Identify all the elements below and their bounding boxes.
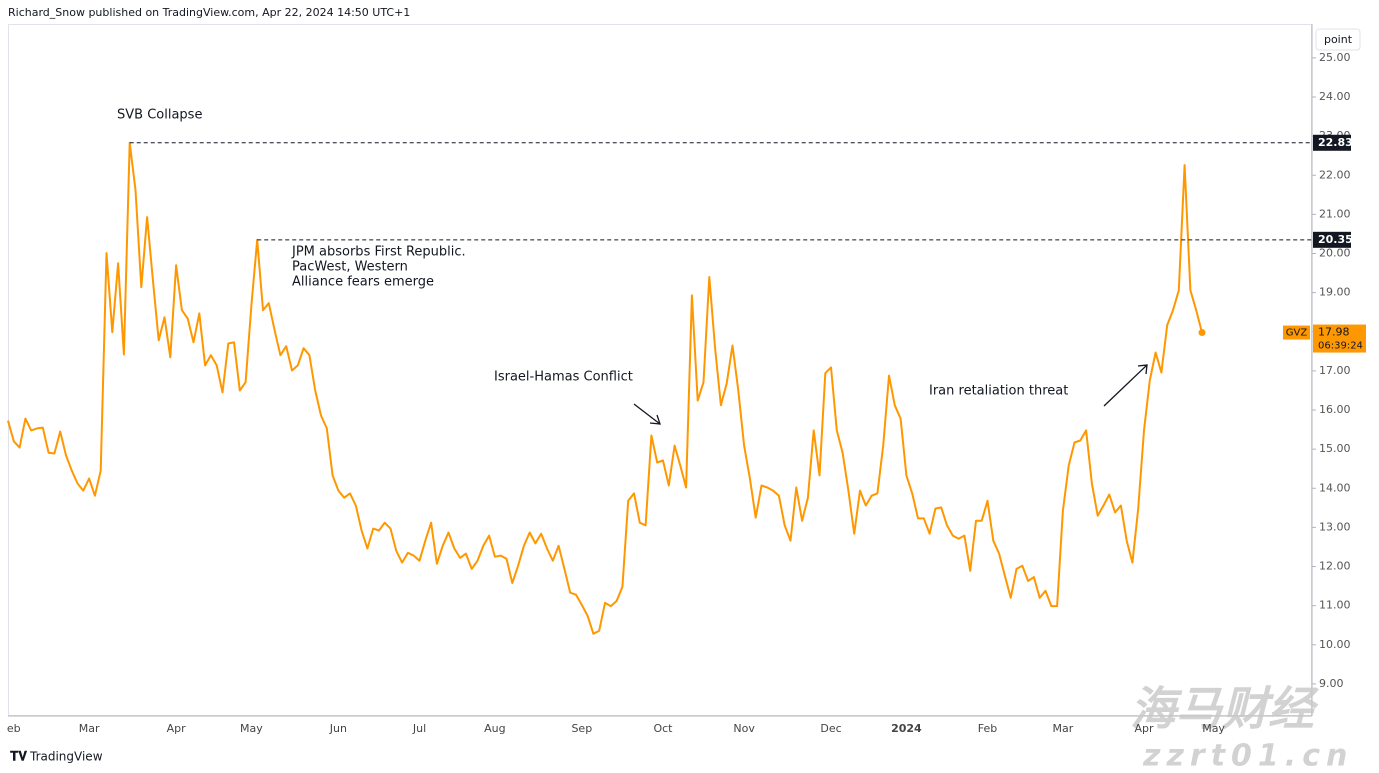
- y-tick-label: 15.00: [1319, 442, 1351, 455]
- annotation-arrow-head: [649, 414, 661, 425]
- y-tick-label: 11.00: [1319, 599, 1351, 612]
- reference-label: 22.83: [1318, 136, 1353, 149]
- annotation: Israel-Hamas Conflict: [494, 370, 633, 385]
- x-tick-label: Sep: [571, 722, 592, 735]
- x-tick-label: eb: [7, 722, 21, 735]
- x-tick-label: May: [1202, 722, 1225, 735]
- scale-button-label[interactable]: point: [1324, 33, 1353, 46]
- annotation: PacWest, Western: [292, 260, 408, 275]
- last-value-box: [1313, 324, 1366, 353]
- y-tick-label: 9.00: [1319, 677, 1344, 690]
- byline: Richard_Snow published on TradingView.co…: [8, 6, 410, 19]
- footer-logo: TradingView: [29, 750, 103, 764]
- x-tick-label: May: [240, 722, 263, 735]
- x-tick-label: Oct: [653, 722, 673, 735]
- x-tick-label: Apr: [167, 722, 187, 735]
- x-tick-label: Feb: [978, 722, 997, 735]
- y-tick-label: 22.00: [1319, 168, 1351, 181]
- y-tick-label: 16.00: [1319, 403, 1351, 416]
- x-tick-label: Dec: [820, 722, 841, 735]
- y-tick-label: 21.00: [1319, 207, 1351, 220]
- y-tick-label: 14.00: [1319, 481, 1351, 494]
- watermark: 海马财经: [1130, 682, 1319, 736]
- y-tick-label: 17.00: [1319, 364, 1351, 377]
- y-tick-label: 25.00: [1319, 51, 1351, 64]
- x-tick-label: Jul: [412, 722, 426, 735]
- series-name: GVZ: [1286, 328, 1308, 339]
- x-tick-label: Mar: [79, 722, 100, 735]
- last-value: 17.98: [1318, 326, 1350, 339]
- reference-label-box: [1313, 231, 1351, 248]
- annotation-arrow: [633, 403, 661, 425]
- y-tick-label: 13.00: [1319, 520, 1351, 533]
- x-tick-label: Jun: [329, 722, 347, 735]
- annotation-arrow-head: [1137, 364, 1148, 375]
- x-tick-label: Apr: [1135, 722, 1155, 735]
- y-tick-label: 12.00: [1319, 560, 1351, 573]
- x-tick-label: Mar: [1053, 722, 1074, 735]
- x-tick-label: Aug: [484, 722, 505, 735]
- annotation: Iran retaliation threat: [929, 384, 1068, 399]
- price-line: [7, 141, 1203, 635]
- reference-label: 20.35: [1318, 233, 1353, 246]
- countdown: 06:39:24: [1318, 341, 1363, 352]
- annotation: JPM absorbs First Republic.: [291, 245, 466, 260]
- y-tick-label: 19.00: [1319, 286, 1351, 299]
- x-tick-label: Nov: [733, 722, 755, 735]
- annotation: SVB Collapse: [117, 108, 202, 123]
- footer-logo-icon: 𝐓𝐕: [10, 750, 27, 765]
- y-tick-label: 10.00: [1319, 638, 1351, 651]
- annotation: Alliance fears emerge: [292, 275, 434, 290]
- x-tick-label: 2024: [891, 722, 922, 735]
- annotation-arrow: [1103, 364, 1148, 407]
- scale-button[interactable]: [1315, 28, 1361, 51]
- watermark: zzrt01.cn: [1142, 739, 1353, 773]
- last-point: [1198, 329, 1206, 337]
- reference-label-box: [1313, 134, 1351, 151]
- series-name-box: [1283, 325, 1310, 340]
- y-tick-label: 20.00: [1319, 247, 1351, 260]
- y-tick-label: 24.00: [1319, 90, 1351, 103]
